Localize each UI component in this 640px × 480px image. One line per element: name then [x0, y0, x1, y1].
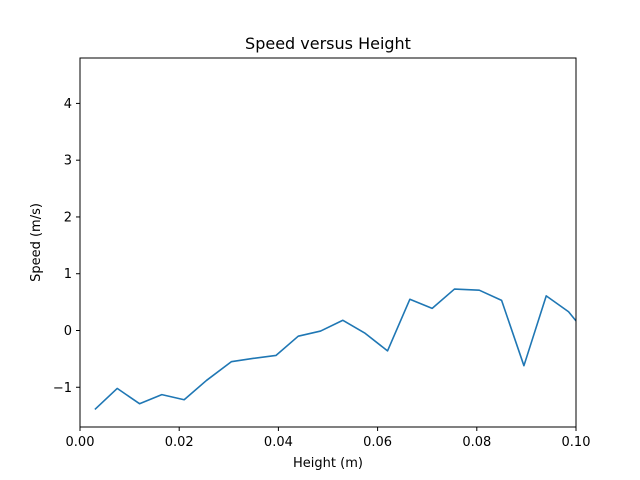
y-axis: −1 0 1 2 3 4 [53, 97, 80, 396]
y-tick-label: 0 [64, 324, 72, 339]
x-tick-label: 0.08 [462, 435, 491, 450]
x-axis: 0.00 0.02 0.04 0.06 0.08 0.10 [66, 427, 591, 450]
x-tick-label: 0.00 [66, 435, 95, 450]
x-tick-label: 0.04 [264, 435, 293, 450]
y-tick-label: 1 [64, 267, 72, 282]
x-tick-label: 0.02 [165, 435, 194, 450]
x-tick-label: 0.10 [562, 435, 591, 450]
y-tick-label: 3 [64, 154, 72, 169]
x-tick-label: 0.06 [363, 435, 392, 450]
series-line [94, 288, 576, 410]
chart-title: Speed versus Height [245, 34, 411, 53]
y-tick-label: 2 [64, 210, 72, 225]
x-axis-label: Height (m) [293, 456, 363, 471]
y-axis-label: Speed (m/s) [29, 203, 44, 282]
y-tick-label: 4 [64, 97, 72, 112]
plot-frame [79, 57, 577, 428]
y-tick-label: −1 [53, 381, 72, 396]
plot-area [94, 288, 576, 410]
